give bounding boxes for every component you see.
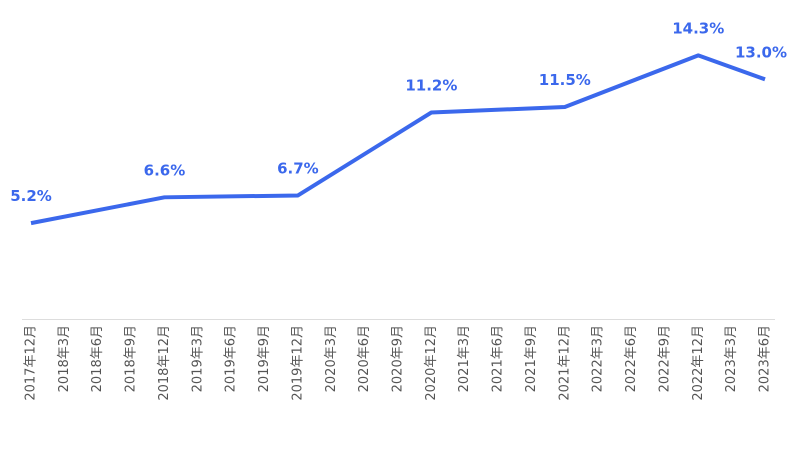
x-tick-label: 2021年6月 — [491, 325, 506, 392]
x-tick-label: 2020年12月 — [424, 325, 439, 401]
series-line — [30, 53, 766, 226]
x-tick-label: 2020年9月 — [391, 325, 406, 392]
value-label: 13.0% — [735, 43, 787, 61]
x-tick-label: 2020年6月 — [357, 325, 372, 392]
x-tick-label: 2021年9月 — [524, 325, 539, 392]
x-tick-label: 2021年3月 — [457, 325, 472, 392]
x-tick-label: 2019年9月 — [257, 325, 272, 392]
value-label: 11.5% — [539, 71, 591, 89]
x-tick-label: 2018年9月 — [124, 325, 139, 392]
value-label: 6.7% — [277, 159, 319, 177]
x-tick-label: 2022年12月 — [691, 325, 706, 401]
x-tick-label: 2019年12月 — [290, 325, 305, 401]
x-tick-label: 2018年12月 — [157, 325, 172, 401]
value-label: 11.2% — [405, 77, 457, 95]
x-tick-label: 2018年6月 — [90, 325, 105, 392]
x-tick-label: 2018年3月 — [57, 325, 72, 392]
x-tick-label: 2022年9月 — [657, 325, 672, 392]
x-tick-label: 2019年6月 — [224, 325, 239, 392]
x-tick-label: 2019年3月 — [190, 325, 205, 392]
value-label: 5.2% — [10, 187, 52, 205]
x-tick-label: 2023年6月 — [758, 325, 773, 392]
x-tick-label: 2021年12月 — [557, 325, 572, 401]
x-tick-label: 2022年3月 — [591, 325, 606, 392]
value-label: 6.6% — [144, 161, 186, 179]
value-label: 14.3% — [672, 19, 724, 37]
x-tick-label: 2017年12月 — [24, 325, 39, 401]
x-tick-label: 2022年6月 — [624, 325, 639, 392]
x-tick-label: 2023年3月 — [724, 325, 739, 392]
x-tick-label: 2020年3月 — [324, 325, 339, 392]
